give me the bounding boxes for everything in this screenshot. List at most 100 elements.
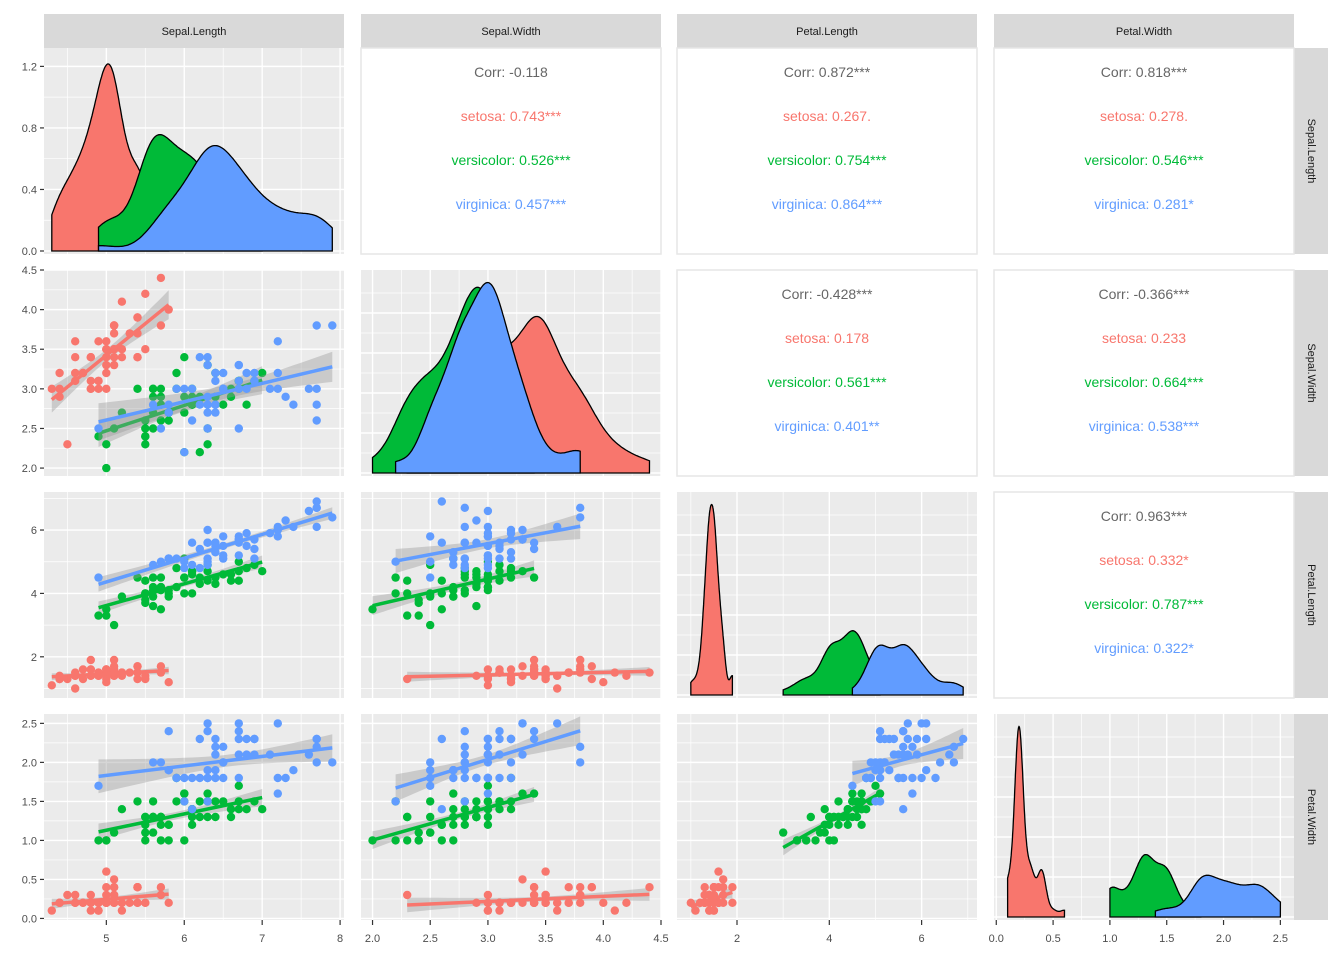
point-versicolor [483, 781, 493, 790]
point-setosa [102, 345, 111, 354]
x-tick-label: 6 [181, 933, 187, 945]
column-strip-label: Sepal.Length [162, 26, 227, 38]
point-setosa [117, 353, 127, 362]
y-tick-label: 6 [31, 525, 37, 537]
point-setosa [156, 662, 166, 671]
point-virginica [203, 719, 212, 728]
point-versicolor [815, 828, 825, 837]
point-versicolor [483, 812, 493, 822]
point-setosa [495, 906, 504, 915]
corr-setosa-text: setosa: 0.743*** [461, 108, 562, 124]
row-strip-label: Petal.Width [1305, 789, 1317, 845]
point-virginica [460, 503, 469, 512]
point-virginica [483, 554, 493, 563]
point-setosa [164, 678, 173, 687]
y-tick-label: 1.2 [22, 61, 37, 73]
point-virginica [922, 766, 931, 775]
panel-1-1 [44, 48, 344, 254]
point-virginica [460, 797, 469, 806]
point-versicolor [242, 400, 251, 409]
point-virginica [495, 554, 504, 563]
point-versicolor [472, 567, 481, 576]
point-versicolor [187, 570, 197, 579]
point-versicolor [834, 797, 843, 806]
point-versicolor [187, 589, 197, 598]
point-virginica [195, 400, 204, 409]
row-strip-sepal-length [1294, 48, 1328, 254]
column-strip-label: Petal.Length [796, 26, 858, 38]
point-virginica [931, 773, 940, 783]
point-versicolor [109, 620, 119, 630]
point-versicolor [141, 576, 150, 585]
point-virginica [495, 544, 504, 554]
panel-background [993, 47, 1295, 255]
point-virginica [312, 321, 321, 330]
x-tick-label: 0.5 [1045, 933, 1060, 945]
point-versicolor [460, 820, 469, 829]
point-virginica [234, 360, 243, 370]
point-setosa [109, 898, 119, 907]
point-setosa [86, 906, 96, 915]
point-versicolor [164, 836, 173, 845]
point-versicolor [403, 836, 412, 845]
point-virginica [576, 758, 585, 767]
point-setosa [102, 867, 111, 876]
point-versicolor [102, 463, 111, 473]
point-virginica [281, 516, 290, 525]
point-versicolor [403, 611, 412, 620]
point-virginica [203, 353, 212, 362]
x-tick-label: 1.5 [1159, 933, 1174, 945]
point-versicolor [258, 567, 267, 576]
point-virginica [187, 560, 197, 570]
fit-line-setosa [407, 892, 650, 907]
point-virginica [862, 773, 871, 783]
x-tick-label: 2.5 [1273, 933, 1288, 945]
x-tick-label: 4.0 [596, 933, 611, 945]
point-virginica [234, 376, 243, 386]
point-virginica [250, 734, 259, 744]
point-versicolor [141, 828, 150, 837]
point-virginica [273, 532, 282, 541]
point-setosa [109, 655, 119, 665]
point-virginica [460, 554, 469, 563]
y-tick-label: 2 [31, 652, 37, 664]
x-tick-label: 2.0 [365, 933, 380, 945]
fit-line-versicolor [98, 560, 263, 610]
point-virginica [265, 384, 275, 393]
point-versicolor [242, 805, 251, 814]
point-virginica [172, 384, 181, 393]
point-setosa [102, 360, 111, 370]
panel-background [993, 269, 1295, 477]
point-virginica [195, 734, 204, 744]
point-virginica [518, 719, 527, 728]
point-virginica [312, 384, 321, 393]
point-setosa [156, 273, 166, 283]
point-setosa [125, 898, 134, 907]
point-virginica [506, 548, 516, 557]
point-versicolor [148, 392, 158, 401]
point-versicolor [195, 448, 204, 457]
point-setosa [529, 655, 539, 665]
point-virginica [899, 742, 908, 751]
point-virginica [576, 742, 585, 751]
point-virginica [203, 400, 212, 409]
point-setosa [541, 867, 550, 876]
point-versicolor [426, 828, 435, 837]
point-virginica [234, 773, 243, 783]
corr-setosa-text: setosa: 0.178 [785, 330, 869, 346]
point-versicolor [226, 812, 236, 822]
point-virginica [289, 400, 298, 409]
point-versicolor [148, 797, 158, 806]
point-versicolor [195, 797, 204, 806]
corr-overall-text: Corr: -0.118 [474, 64, 548, 80]
point-setosa [541, 665, 550, 674]
point-virginica [312, 734, 321, 744]
point-versicolor [862, 805, 871, 814]
corr-overall-text: Corr: -0.428*** [781, 286, 873, 302]
point-versicolor [211, 812, 220, 822]
point-setosa [645, 883, 654, 892]
point-versicolor [834, 820, 843, 829]
column-strip-sepal-width [361, 14, 661, 48]
point-setosa [610, 906, 619, 915]
point-virginica [219, 368, 228, 378]
